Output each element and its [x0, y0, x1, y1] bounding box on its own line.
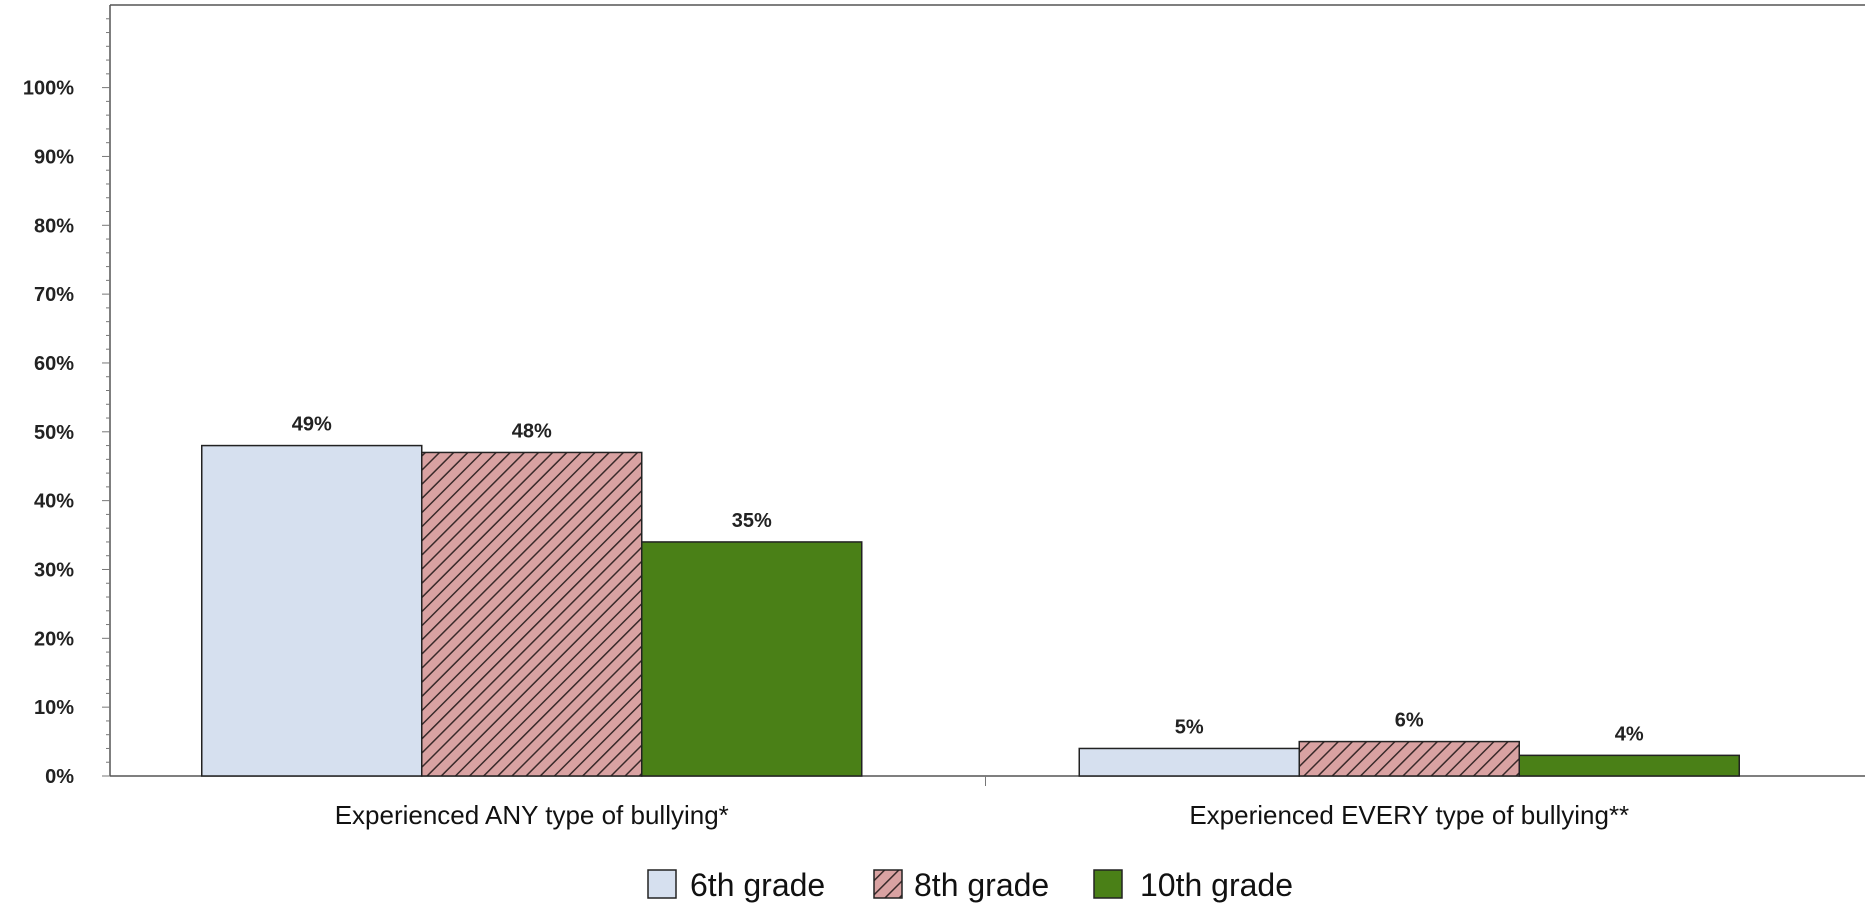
y-tick-label: 70% — [34, 284, 74, 306]
y-tick-label: 20% — [34, 628, 74, 650]
legend-swatch-10th-grade — [1093, 869, 1123, 899]
x-category-label: Experienced EVERY type of bullying** — [1189, 800, 1629, 830]
bar-6th-grade — [1078, 747, 1300, 777]
y-tick-label: 80% — [34, 215, 74, 237]
data-label: 4% — [1615, 723, 1644, 745]
y-tick-label: 50% — [34, 422, 74, 444]
x-category-label: Experienced ANY type of bullying* — [335, 800, 729, 830]
legend-label-10th-grade: 10th grade — [1140, 867, 1293, 903]
legend-label-8th-grade: 8th grade — [914, 867, 1049, 903]
data-label: 35% — [732, 510, 772, 532]
bar-6th-grade — [201, 444, 423, 777]
legend-swatch-8th-grade — [873, 869, 903, 899]
data-label: 49% — [292, 414, 332, 436]
y-tick-label: 0% — [45, 766, 74, 788]
y-tick-label: 40% — [34, 491, 74, 513]
data-label: 6% — [1395, 710, 1424, 732]
legend-label-6th-grade: 6th grade — [690, 867, 825, 903]
y-tick-label: 90% — [34, 146, 74, 168]
data-label: 5% — [1175, 716, 1204, 738]
y-tick-label: 10% — [34, 697, 74, 719]
y-tick-label: 30% — [34, 559, 74, 581]
bar-10th-grade — [1518, 754, 1740, 777]
legend-swatch-6th-grade — [647, 869, 677, 899]
data-label: 48% — [512, 420, 552, 442]
y-tick-label: 60% — [34, 353, 74, 375]
bar-10th-grade — [641, 541, 863, 777]
bar-8th-grade — [421, 451, 643, 777]
bar-8th-grade — [1298, 740, 1520, 777]
y-tick-label: 100% — [23, 78, 74, 100]
